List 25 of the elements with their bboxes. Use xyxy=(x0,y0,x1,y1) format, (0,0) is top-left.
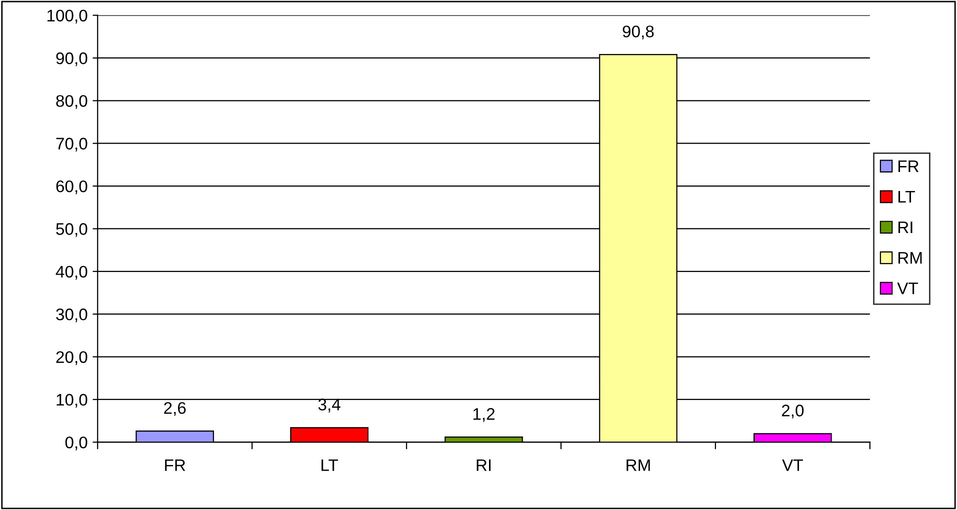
data-label: 2,0 xyxy=(782,404,804,418)
x-tick-label: RI xyxy=(476,459,491,471)
y-tick-label: 100,0 xyxy=(47,10,88,24)
y-tick-label: 70,0 xyxy=(56,138,88,152)
legend-label: RI xyxy=(898,222,912,234)
legend-label: FR xyxy=(898,160,919,172)
data-label: 1,2 xyxy=(473,408,495,422)
y-tick-label: 80,0 xyxy=(56,95,88,109)
y-tick-label: 30,0 xyxy=(56,308,88,322)
y-tick-label: 60,0 xyxy=(56,180,88,194)
x-tick-label: RM xyxy=(626,459,650,471)
data-label: 90,8 xyxy=(622,26,654,40)
legend-label: VT xyxy=(897,282,918,294)
x-tick-label: LT xyxy=(322,459,338,471)
y-tick-label: 0,0 xyxy=(65,436,88,450)
y-tick-label: 10,0 xyxy=(56,394,88,408)
y-tick-label: 20,0 xyxy=(56,351,88,365)
data-label: 2,6 xyxy=(164,402,186,416)
y-tick-label: 50,0 xyxy=(56,223,88,237)
y-tick-label: 40,0 xyxy=(56,266,88,280)
legend-label: LT xyxy=(898,191,915,203)
y-tick-label: 90,0 xyxy=(56,52,88,66)
legend-label: RM xyxy=(898,252,922,264)
x-tick-label: FR xyxy=(165,459,186,471)
x-tick-label: VT xyxy=(782,459,803,471)
